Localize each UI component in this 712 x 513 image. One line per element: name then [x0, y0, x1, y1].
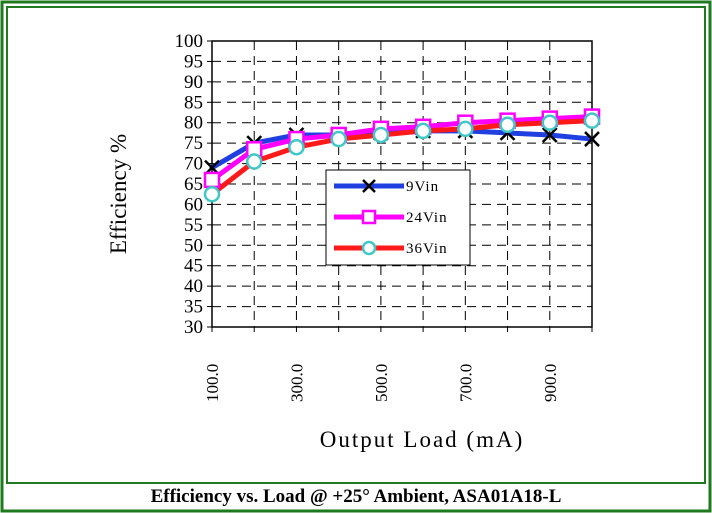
- legend-label: 24Vin: [406, 210, 448, 226]
- y-tick-label: 50: [184, 235, 203, 256]
- legend: 9Vin 24Vin 36Vin: [325, 169, 471, 266]
- circle-marker: [330, 130, 347, 148]
- series-line-24Vin: [209, 114, 595, 183]
- circle-marker: [457, 120, 474, 138]
- y-tick-label: 85: [184, 92, 203, 113]
- y-tick-label: 100: [175, 31, 204, 52]
- x-tick-label: 700.0: [456, 364, 475, 402]
- circle-marker: [372, 126, 390, 144]
- y-tick-label: 30: [184, 317, 203, 338]
- y-tick-label: 75: [184, 133, 203, 154]
- y-tick-label: 55: [184, 215, 203, 236]
- legend-label: 9Vin: [406, 179, 439, 195]
- circle-marker: [541, 114, 559, 131]
- circle-marker: [499, 116, 516, 134]
- series-line-36Vin: [209, 118, 595, 197]
- x-marker: [541, 127, 558, 143]
- y-tick-label: 45: [184, 256, 203, 277]
- circle-marker: [203, 185, 221, 203]
- grid-lines: [212, 41, 592, 327]
- series-line-9Vin: [209, 128, 595, 171]
- circle-marker: [288, 138, 305, 156]
- x-tick-label: 100.0: [203, 364, 222, 402]
- x-tick-label: 300.0: [287, 364, 306, 402]
- square-marker: [203, 171, 221, 189]
- x-tick-label: 900.0: [541, 364, 560, 402]
- legend-label: 36Vin: [406, 241, 448, 257]
- y-tick-label: 40: [184, 276, 203, 297]
- series-lines: [203, 108, 601, 203]
- circle-marker: [361, 240, 377, 256]
- figure-caption: Efficiency vs. Load @ +25° Ambient, ASA0…: [150, 486, 562, 507]
- y-axis-label: Efficiency %: [106, 134, 131, 254]
- circle-marker: [414, 122, 432, 140]
- square-marker: [361, 209, 377, 225]
- circle-marker: [245, 153, 263, 170]
- y-tick-label: 95: [184, 51, 203, 72]
- y-tick-label: 90: [184, 72, 203, 93]
- y-tick-label: 80: [184, 113, 203, 134]
- y-tick-label: 60: [184, 194, 203, 215]
- y-tick-label: 65: [184, 174, 203, 195]
- x-axis-label: Output Load (mA): [320, 427, 524, 452]
- x-marker: [584, 131, 600, 147]
- y-tick-label: 35: [184, 297, 203, 318]
- y-tick-label: 70: [184, 154, 203, 175]
- x-tick-label: 500.0: [372, 364, 391, 402]
- circle-marker: [583, 112, 601, 129]
- x-marker: [362, 179, 376, 193]
